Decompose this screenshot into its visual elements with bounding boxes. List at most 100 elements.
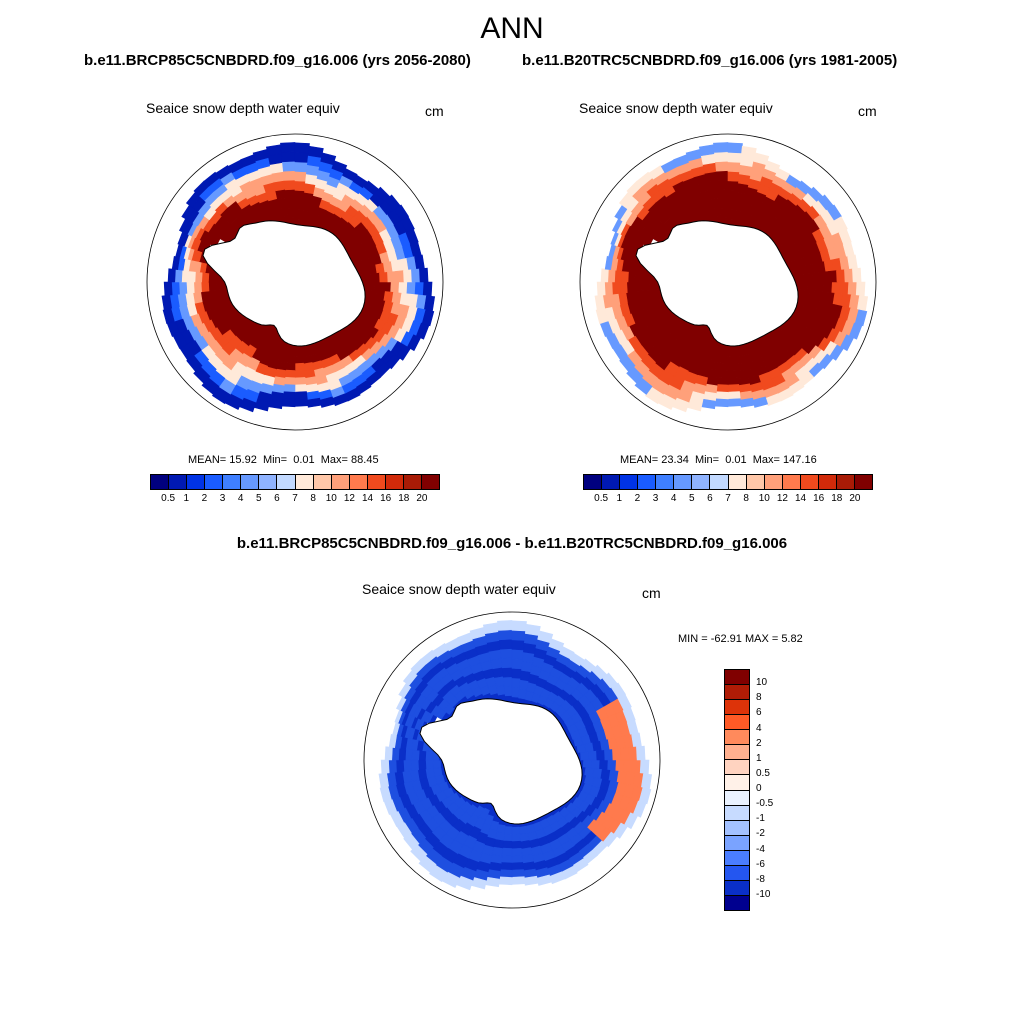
sea-ice-cell (286, 348, 296, 357)
colorbar-swatch (331, 475, 350, 489)
sea-ice-cell (208, 272, 216, 283)
sea-ice-cell (548, 638, 565, 652)
sea-ice-cell (511, 862, 524, 871)
sea-ice-cell (414, 254, 425, 270)
sea-ice-cell (281, 398, 296, 408)
colorbar-tick-label: 0 (756, 783, 762, 794)
colorbar-swatch (620, 475, 639, 489)
sea-ice-cell (829, 344, 844, 361)
colorbar-swatch (725, 880, 749, 896)
sea-ice-cell (294, 377, 307, 386)
sea-ice-cell (804, 272, 814, 283)
colorbar-tick-label: -1 (756, 813, 765, 825)
sea-ice-cell (174, 269, 183, 283)
stats-right-max-value: 147.16 (783, 454, 817, 466)
sea-ice-cell (497, 620, 513, 631)
diff-minmax: MIN = -62.91 MAX = 5.82 (678, 633, 803, 645)
colorbar-tick-label: -4 (756, 843, 765, 855)
colorbar-tick-label: 4 (237, 493, 244, 504)
colorbar-tick-label: 6 (274, 493, 280, 504)
sea-ice-cell (511, 648, 524, 660)
sea-ice-cell (636, 171, 653, 187)
sea-ice-cell (391, 747, 400, 761)
sea-ice-cell (281, 151, 296, 163)
sea-ice-cell (414, 281, 425, 296)
sea-ice-cell (636, 745, 646, 761)
sea-ice-cell (332, 393, 349, 407)
colorbar-tick-label: 8 (756, 692, 762, 704)
sea-ice-cell (395, 270, 405, 283)
colorbar-swatch (836, 475, 855, 489)
sea-ice-cell (844, 268, 854, 283)
sea-ice-cell (344, 387, 361, 402)
sea-ice-cell (619, 281, 628, 294)
colorbar-tick-label: 14 (361, 493, 374, 504)
sea-ice-cell (626, 281, 635, 293)
sea-ice-cell (511, 847, 523, 857)
colorbar-tick-label: 3 (219, 493, 226, 504)
sea-ice-cell (524, 875, 539, 886)
sea-ice-cell (403, 833, 420, 851)
colorbar-right-ticks: 0.5 1 2 3 4 5 6 7 8 10 12 14 16 18 20 (583, 493, 873, 505)
antarctica-coastline (202, 220, 366, 347)
colorbar-tick-label: 6 (756, 707, 762, 719)
colorbar-swatch (725, 805, 749, 821)
sea-ice-cell (294, 362, 305, 372)
sea-ice-cell (727, 170, 740, 182)
sea-ice-cell (501, 667, 513, 678)
sea-ice-cell (278, 206, 289, 218)
sea-ice-cell (171, 255, 180, 270)
sea-ice-cell (162, 308, 175, 325)
sea-ice-cell (500, 862, 513, 871)
colorbar-swatch (764, 475, 783, 489)
sea-ice-cell (161, 294, 173, 311)
sea-ice-cell (181, 269, 190, 283)
stats-left-max-value: 88.45 (351, 454, 379, 466)
sea-ice-cell (604, 281, 613, 296)
case-title-left: b.e11.BRCP85C5CNBDRD.f09_g16.006 (yrs 20… (84, 52, 471, 69)
sea-ice-cell (833, 216, 848, 233)
sea-ice-cell (632, 800, 647, 818)
sea-ice-cell (425, 759, 434, 770)
units-label-right: cm (858, 103, 877, 119)
colorbar-tick-label: 8 (310, 493, 316, 504)
sea-ice-cell (807, 281, 817, 292)
sea-ice-cell (840, 334, 855, 352)
sea-ice-cell (716, 170, 729, 181)
colorbar-tick-label: 2 (634, 493, 641, 504)
sea-ice-cell (633, 281, 643, 293)
sea-ice-cell (193, 281, 202, 293)
colorbar-tick-label: 10 (325, 493, 337, 504)
sea-ice-cell (294, 384, 307, 393)
sea-ice-cell (710, 197, 721, 209)
sea-ice-cell (215, 281, 225, 291)
colorbar-tick-label: 0.5 (161, 493, 176, 504)
difference-title: b.e11.BRCP85C5CNBDRD.f09_g16.006 - b.e11… (236, 535, 788, 552)
sea-ice-cell (595, 308, 608, 325)
sea-ice-cell (620, 747, 630, 761)
sea-ice-cell (404, 748, 413, 761)
sea-ice-cell (280, 142, 296, 153)
colorbar-swatch (728, 475, 747, 489)
sea-ice-cell (319, 396, 336, 408)
colorbar-swatch (421, 475, 439, 489)
colorbar-tick-label: 1 (616, 493, 623, 504)
sea-ice-cell (390, 281, 400, 294)
colorbar-tick-label: 20 (416, 493, 428, 504)
colorbar-swatch (725, 820, 749, 836)
sea-ice-cell (820, 271, 830, 283)
colorbar-tick-label: 7 (292, 493, 298, 504)
sea-ice-cell (422, 281, 433, 297)
sea-ice-cell (382, 281, 392, 293)
sea-ice-cell (511, 833, 521, 842)
colorbar-swatch (277, 475, 296, 489)
sea-ice-cell (410, 844, 428, 862)
field-label-diff: Seaice snow depth water equiv (362, 581, 556, 597)
sea-ice-cell (294, 199, 304, 211)
sea-ice-cell (537, 630, 554, 644)
stats-right-min-label: Min= (694, 454, 720, 466)
sea-ice-cell (719, 207, 729, 219)
colorbar-swatch (725, 850, 749, 866)
sea-ice-cell (634, 271, 643, 283)
colorbar-swatch (818, 475, 837, 489)
